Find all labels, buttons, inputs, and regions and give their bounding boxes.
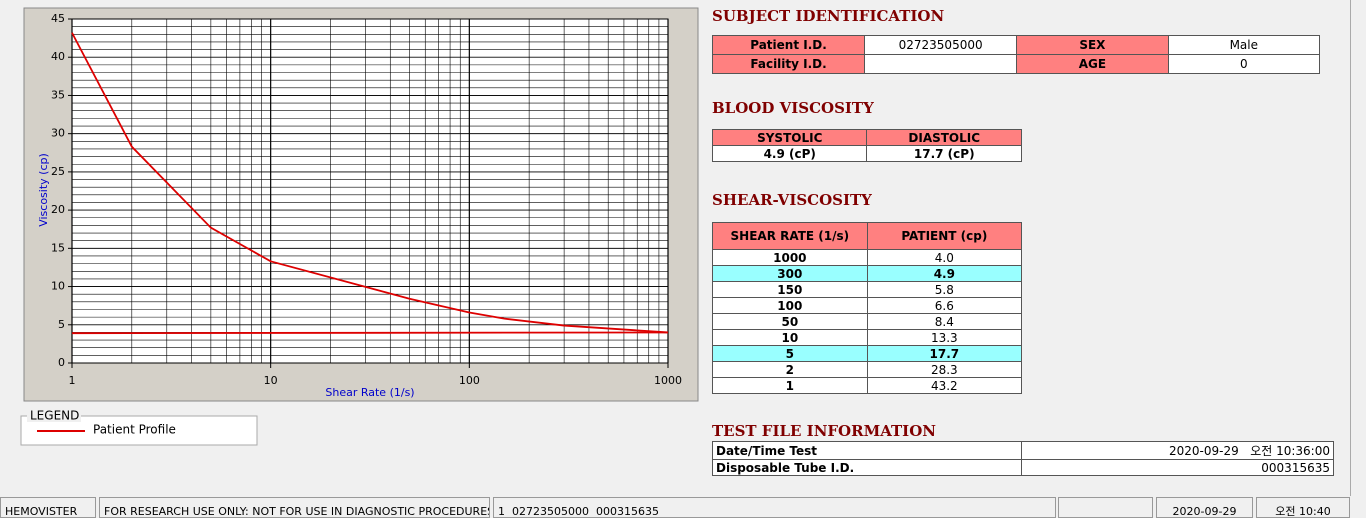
field-label: Facility I.D. [711, 54, 866, 74]
section-title: TEST FILE INFORMATION [712, 422, 936, 440]
table-cell: 28.3 [866, 361, 1023, 378]
legend-label: Patient Profile [93, 423, 176, 437]
section-title: SHEAR-VISCOSITY [712, 191, 872, 209]
subject-table: Patient I.D. 02723505000 SEX Male Facility I… [711, 35, 1321, 74]
y-tick-label: 40 [51, 50, 65, 63]
table-header: SYSTOLIC DIASTOLIC [711, 129, 1022, 146]
blood-table: SYSTOLIC DIASTOLIC 4.9 (cP) 17.7 (cP) [711, 129, 1022, 162]
table-cell: 300 [712, 265, 868, 282]
status-cell: 오전 10:40 [1256, 497, 1350, 518]
table-row: 300 4.9 [712, 265, 1023, 282]
test-file-table: Date/Time Test 2020-09-29 오전 10:36:00 Disp… [712, 441, 1334, 476]
field-value: 2020-09-29 오전 10:36:00 [1021, 441, 1334, 460]
x-tick-label: 1 [69, 374, 76, 387]
table-cell: 5.8 [866, 281, 1023, 298]
y-tick-label: 10 [51, 280, 65, 293]
table-cell: 5 [712, 345, 868, 362]
chart: Shear Rate (1/s) Viscosity (cp) LEGEND 0… [20, 7, 699, 446]
table-row: 150 5.8 [712, 281, 1023, 298]
y-tick-label: 5 [58, 318, 65, 331]
table-header: SHEAR RATE (1/s) PATIENT (cp) [712, 222, 1023, 250]
value-cell: 17.7 (cP) [866, 145, 1022, 162]
table-cell: 17.7 [866, 345, 1023, 362]
header-cell: DIASTOLIC [866, 129, 1022, 146]
table-cell: 8.4 [866, 313, 1023, 330]
x-axis-label: Shear Rate (1/s) [325, 386, 414, 399]
x-tick-label: 10 [264, 374, 278, 387]
status-cell: 1 02723505000 000315635 [493, 497, 1056, 518]
y-tick-label: 35 [51, 88, 65, 101]
field-label: Date/Time Test [712, 441, 1022, 460]
table-cell: 10 [712, 329, 868, 346]
table-cell: 43.2 [866, 377, 1023, 394]
plot-border [71, 18, 669, 364]
legend-title: LEGEND [30, 409, 79, 423]
table-cell: 1 [712, 377, 868, 394]
table-row: Patient I.D. 02723505000 SEX Male [711, 35, 1321, 55]
table-row: Disposable Tube I.D. 000315635 [712, 459, 1334, 476]
field-value: 0 [1167, 54, 1321, 74]
table-cell: 1000 [712, 249, 868, 266]
section-title: BLOOD VISCOSITY [712, 99, 874, 117]
y-tick-label: 15 [51, 241, 65, 254]
divider [1350, 0, 1351, 496]
x-tick-label: 1000 [654, 374, 682, 387]
series-line [71, 32, 669, 334]
field-label: Patient I.D. [711, 35, 866, 55]
table-cell: 100 [712, 297, 868, 314]
y-tick-label: 25 [51, 165, 65, 178]
header-cell: SHEAR RATE (1/s) [712, 222, 868, 250]
field-value: 02723505000 [864, 35, 1018, 55]
y-tick-label: 0 [58, 356, 65, 369]
field-value: Male [1167, 35, 1321, 55]
x-tick-label: 100 [459, 374, 480, 387]
table-row: 1000 4.0 [712, 249, 1023, 266]
table-row: 5 17.7 [712, 345, 1023, 362]
y-tick-label: 30 [51, 127, 65, 140]
legend-title-bg [27, 409, 81, 422]
table-row: Date/Time Test 2020-09-29 오전 10:36:00 [712, 441, 1334, 460]
plot-area [72, 19, 668, 363]
table-cell: 4.0 [866, 249, 1023, 266]
table-row: Facility I.D. AGE 0 [711, 54, 1321, 74]
series-line [71, 331, 669, 335]
status-cell: 2020-09-29 [1156, 497, 1253, 518]
value-cell: 4.9 (cP) [711, 145, 868, 162]
y-tick-label: 20 [51, 203, 65, 216]
status-cell: HEMOVISTER [0, 497, 96, 518]
status-cell [1058, 497, 1153, 518]
table-cell: 4.9 [866, 265, 1023, 282]
table-row: 4.9 (cP) 17.7 (cP) [711, 145, 1022, 162]
field-value [864, 54, 1018, 74]
shear-table: SHEAR RATE (1/s) PATIENT (cp) 1000 4.0 300 4.… [712, 222, 1023, 394]
y-axis-label: Viscosity (cp) [37, 153, 50, 227]
header-cell: SYSTOLIC [711, 129, 868, 146]
header-cell: PATIENT (cp) [866, 222, 1023, 250]
table-row: 100 6.6 [712, 297, 1023, 314]
field-label: Disposable Tube I.D. [712, 459, 1022, 476]
table-cell: 150 [712, 281, 868, 298]
y-tick-label: 45 [51, 12, 65, 25]
section-title: SUBJECT IDENTIFICATION [712, 7, 945, 25]
table-row: 1 43.2 [712, 377, 1023, 394]
status-cell: FOR RESEARCH USE ONLY: NOT FOR USE IN DI… [99, 497, 490, 518]
table-cell: 6.6 [866, 297, 1023, 314]
table-row: 2 28.3 [712, 361, 1023, 378]
table-row: 10 13.3 [712, 329, 1023, 346]
table-row: 50 8.4 [712, 313, 1023, 330]
field-value: 000315635 [1021, 459, 1334, 476]
field-label: AGE [1016, 54, 1169, 74]
table-cell: 13.3 [866, 329, 1023, 346]
table-cell: 2 [712, 361, 868, 378]
field-label: SEX [1016, 35, 1169, 55]
table-cell: 50 [712, 313, 868, 330]
